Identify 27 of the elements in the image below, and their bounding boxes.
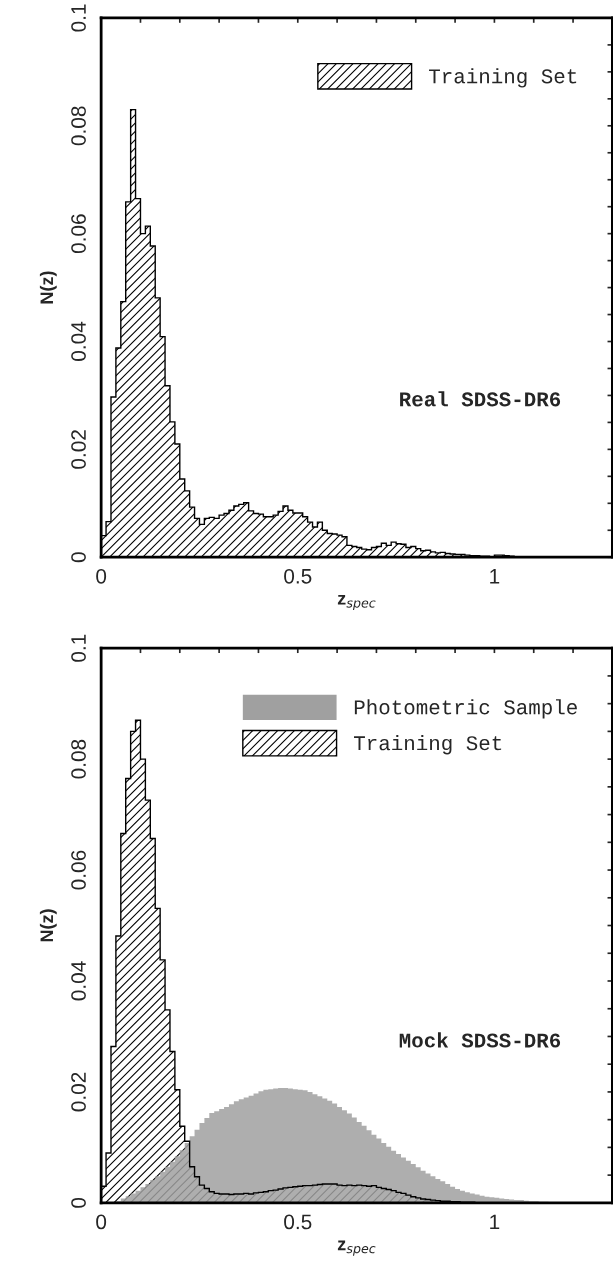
x-tick-label: 0.5 xyxy=(284,568,312,584)
x-tick-label: 1 xyxy=(490,1214,500,1230)
annotation: Real SDSS-DR6 xyxy=(400,391,561,407)
y-tick-label: 0.02 xyxy=(71,1072,86,1112)
y-tick-label: 0.08 xyxy=(71,739,86,779)
y-tick-label: 0.06 xyxy=(71,214,86,254)
x-tick-label: 0 xyxy=(96,1214,107,1230)
y-axis-title: N(z) xyxy=(39,909,57,942)
y-tick-label: 0.1 xyxy=(71,4,86,32)
x-tick-label: 0 xyxy=(96,568,107,584)
y-tick-label: 0.02 xyxy=(71,430,86,469)
legend-label: Training Set xyxy=(429,68,577,88)
x-axis-title: z$_{spec}$ xyxy=(337,594,376,611)
x-axis-title: z$_{spec}$ xyxy=(337,1240,376,1256)
y-tick-label: 0.06 xyxy=(71,850,86,890)
legend-label: Training Set xyxy=(354,734,502,755)
legend-label: Photometric Sample xyxy=(354,699,577,719)
annotation: Mock SDSS-DR6 xyxy=(399,1032,561,1048)
y-tick-label: 0.08 xyxy=(71,106,86,146)
x-tick-label: 0.5 xyxy=(284,1214,312,1230)
y-tick-label: 0 xyxy=(71,1197,86,1208)
y-tick-label: 0.04 xyxy=(71,321,86,361)
y-tick-label: 0.1 xyxy=(71,634,86,662)
y-axis-title: N(z) xyxy=(39,271,57,304)
y-tick-label: 0.04 xyxy=(71,961,86,1001)
y-tick-label: 0 xyxy=(71,552,86,563)
x-tick-label: 1 xyxy=(490,569,500,584)
